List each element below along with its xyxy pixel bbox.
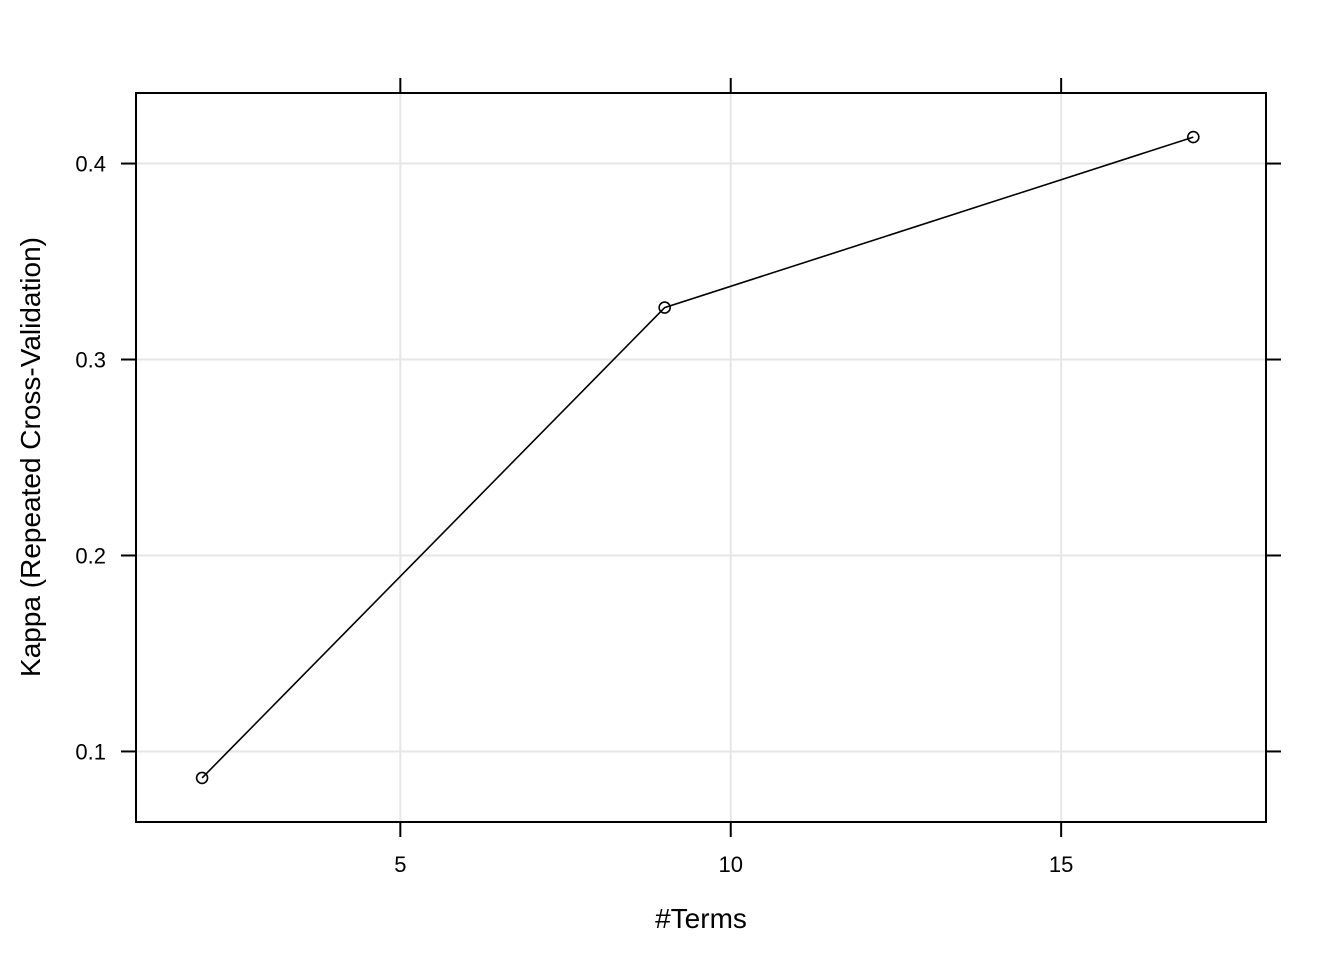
y-tick-label: 0.2 [75, 543, 106, 568]
tick-layer: 5 10 15 0.1 0.2 0.3 0.4 [75, 78, 1281, 877]
plot-frame [135, 92, 1267, 823]
y-tick-label: 0.4 [75, 152, 106, 177]
x-tick-label: 10 [718, 852, 742, 877]
x-tick-label: 5 [394, 852, 406, 877]
series-line [201, 136, 1194, 779]
grid-layer [136, 93, 1266, 822]
data-point [658, 301, 671, 314]
x-tick-label: 15 [1049, 852, 1073, 877]
data-point [195, 771, 209, 785]
y-axis-label: Kappa (Repeated Cross-Validation) [15, 237, 46, 677]
x-axis-label: #Terms [655, 903, 747, 934]
y-tick-label: 0.3 [75, 348, 106, 373]
y-tick-label: 0.1 [75, 739, 106, 764]
data-point [1187, 130, 1200, 144]
series-layer [195, 130, 1200, 785]
